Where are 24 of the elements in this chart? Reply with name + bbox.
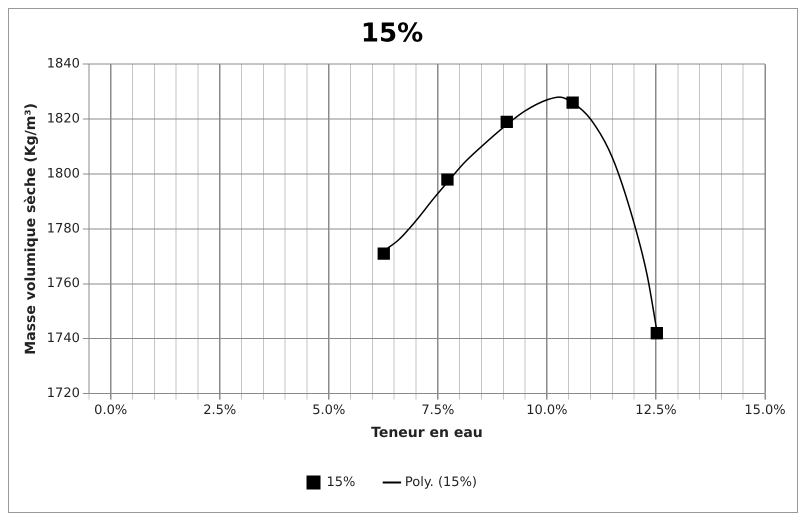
x-tick-label: 7.5% <box>421 402 454 418</box>
x-tick-label: 5.0% <box>312 402 346 418</box>
y-tick-label: 1760 <box>46 276 80 292</box>
x-axis-title: Teneur en eau <box>371 425 483 442</box>
y-tick-label: 1740 <box>46 331 80 346</box>
x-tick-label: 2.5% <box>203 402 236 418</box>
point <box>441 173 454 186</box>
point <box>500 116 513 128</box>
point <box>650 327 663 340</box>
chart-title: 15% <box>360 18 424 48</box>
legend-label: 15% <box>326 474 356 490</box>
point <box>566 96 579 109</box>
legend-label: Poly. (15%) <box>404 474 477 490</box>
x-tick-label: 10.0% <box>526 402 568 418</box>
y-tick-label: 1820 <box>46 111 80 126</box>
point <box>378 247 390 260</box>
y-tick-label: 1720 <box>46 386 80 401</box>
y-tick-label: 1840 <box>46 56 80 72</box>
x-tick-label: 12.5% <box>635 402 677 418</box>
y-axis-title: Masse volumique sèche (Kg/m³) <box>23 103 40 355</box>
y-tick-label: 1780 <box>46 221 80 236</box>
x-tick-label: 0.0% <box>94 402 128 418</box>
x-tick-label: 15.0% <box>744 402 786 418</box>
y-tick-label: 1800 <box>46 166 80 182</box>
